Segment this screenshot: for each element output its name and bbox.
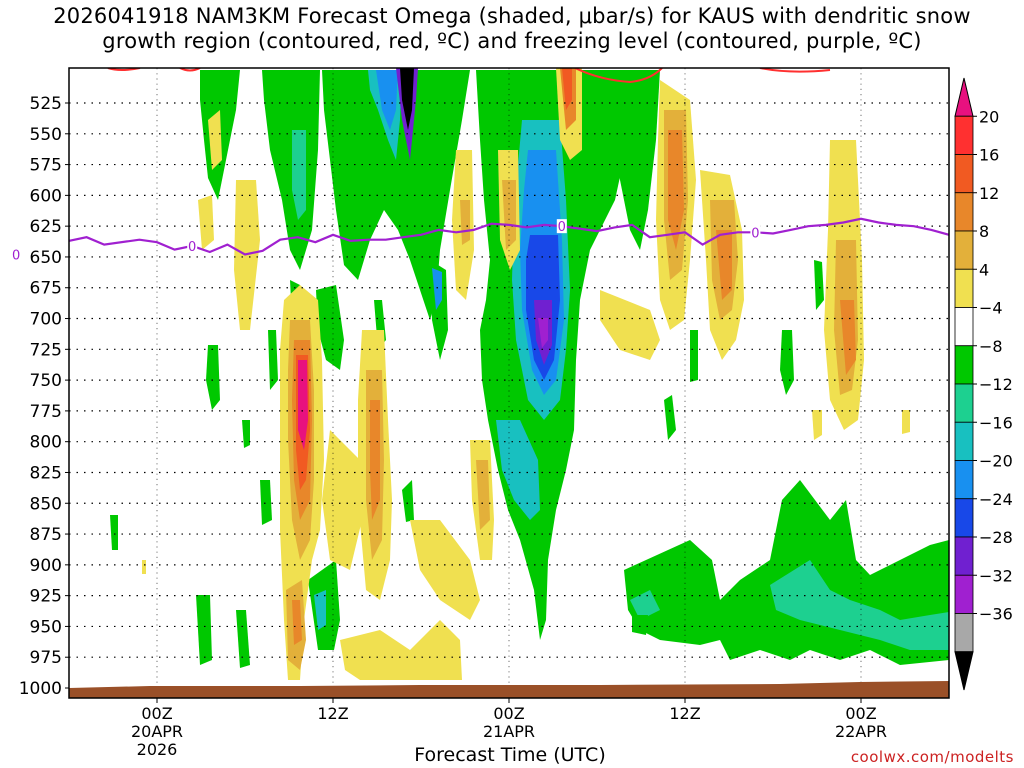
y-tick-label: 775 <box>30 402 62 422</box>
y-tick-label: 750 <box>30 371 62 391</box>
colorbar-label: 8 <box>979 222 989 241</box>
colorbar-swatch <box>954 115 974 155</box>
y-tick-label: 800 <box>30 433 62 453</box>
colorbar: 20 16 12 8 4 −4 −8 −12 −16 −20 −24 −28 −32 −36 <box>954 77 1013 691</box>
x-tick-date: 20APR <box>131 722 183 741</box>
colorbar-label: 12 <box>979 184 999 203</box>
colorbar-swatch <box>954 421 974 461</box>
x-tick-label: 00Z <box>493 704 524 723</box>
y-tick-label: 600 <box>30 186 62 206</box>
x-tick-label: 00Z <box>141 704 172 723</box>
colorbar-swatch <box>954 345 974 385</box>
freezing-level-labels: 0 0 0 0 <box>11 219 761 263</box>
colorbar-swatch <box>954 460 974 500</box>
freezing-label-bg <box>556 219 567 234</box>
colorbar-label: 20 <box>979 107 999 126</box>
y-tick-label: 975 <box>30 648 62 668</box>
colorbar-label: −28 <box>979 528 1013 547</box>
colorbar-label: 16 <box>979 146 999 165</box>
colorbar-label: −12 <box>979 375 1013 394</box>
colorbar-swatch <box>954 613 974 653</box>
ground-surface <box>69 681 949 698</box>
freezing-label-bg <box>750 225 761 240</box>
x-tick-label: 12Z <box>317 704 348 723</box>
y-tick-label: 650 <box>30 248 62 268</box>
colorbar-label: −20 <box>979 452 1013 471</box>
x-tick-label: 12Z <box>669 704 700 723</box>
y-tick-label: 700 <box>30 310 62 330</box>
colorbar-cap-top <box>954 77 974 117</box>
freezing-label: 0 <box>558 220 566 235</box>
grid-lines <box>69 68 949 698</box>
colorbar-swatch <box>954 192 974 232</box>
freezing-label: 0 <box>751 226 759 241</box>
colorbar-label: −4 <box>979 299 1003 318</box>
y-tick-label: 550 <box>30 125 62 145</box>
colorbar-swatch <box>954 574 974 614</box>
chart-title: 2026041918 NAM3KM Forecast Omega (shaded… <box>53 4 971 53</box>
freezing-level-line <box>69 217 949 256</box>
colorbar-swatch <box>954 498 974 538</box>
colorbar-label: −16 <box>979 413 1013 432</box>
y-tick-label: 675 <box>30 279 62 299</box>
x-tick-year: 2026 <box>137 740 178 759</box>
freezing-label-bg <box>11 247 22 262</box>
y-tick-label: 950 <box>30 617 62 637</box>
colorbar-swatch <box>954 154 974 194</box>
y-tick-label: 525 <box>30 94 62 114</box>
y-tick-label: 575 <box>30 156 62 176</box>
y-tick-label: 1000 <box>19 679 62 699</box>
colorbar-label: −32 <box>979 566 1013 585</box>
colorbar-cap-bottom <box>954 651 974 691</box>
y-tick-label: 625 <box>30 217 62 237</box>
colorbar-swatch <box>954 307 974 347</box>
colorbar-label: −8 <box>979 337 1003 356</box>
y-tick-label: 900 <box>30 556 62 576</box>
colorbar-swatch <box>954 268 974 308</box>
y-tick-label: 725 <box>30 340 62 360</box>
colorbar-swatch <box>954 383 974 423</box>
y-tick-label: 850 <box>30 494 62 514</box>
x-tick-date: 22APR <box>835 722 887 741</box>
y-tick-label: 925 <box>30 587 62 607</box>
colorbar-swatch <box>954 536 974 576</box>
y-tick-label: 875 <box>30 525 62 545</box>
y-axis: 525 550 575 600 625 650 675 700 725 750 775 800 825 8… <box>19 94 69 699</box>
colorbar-label: −36 <box>979 605 1013 624</box>
colorbar-label: −24 <box>979 490 1013 509</box>
omega-field <box>110 68 949 680</box>
freezing-label: 0 <box>188 240 196 255</box>
x-tick-date: 21APR <box>483 722 535 741</box>
site-credit[interactable]: coolwx.com/modelts <box>850 748 1014 766</box>
y-tick-label: 825 <box>30 463 62 483</box>
x-axis-title: Forecast Time (UTC) <box>414 744 606 766</box>
colorbar-swatch <box>954 230 974 270</box>
x-tick-label: 00Z <box>845 704 876 723</box>
freezing-label: 0 <box>12 248 20 263</box>
freezing-label-bg <box>187 238 198 253</box>
colorbar-label: 4 <box>979 260 989 279</box>
